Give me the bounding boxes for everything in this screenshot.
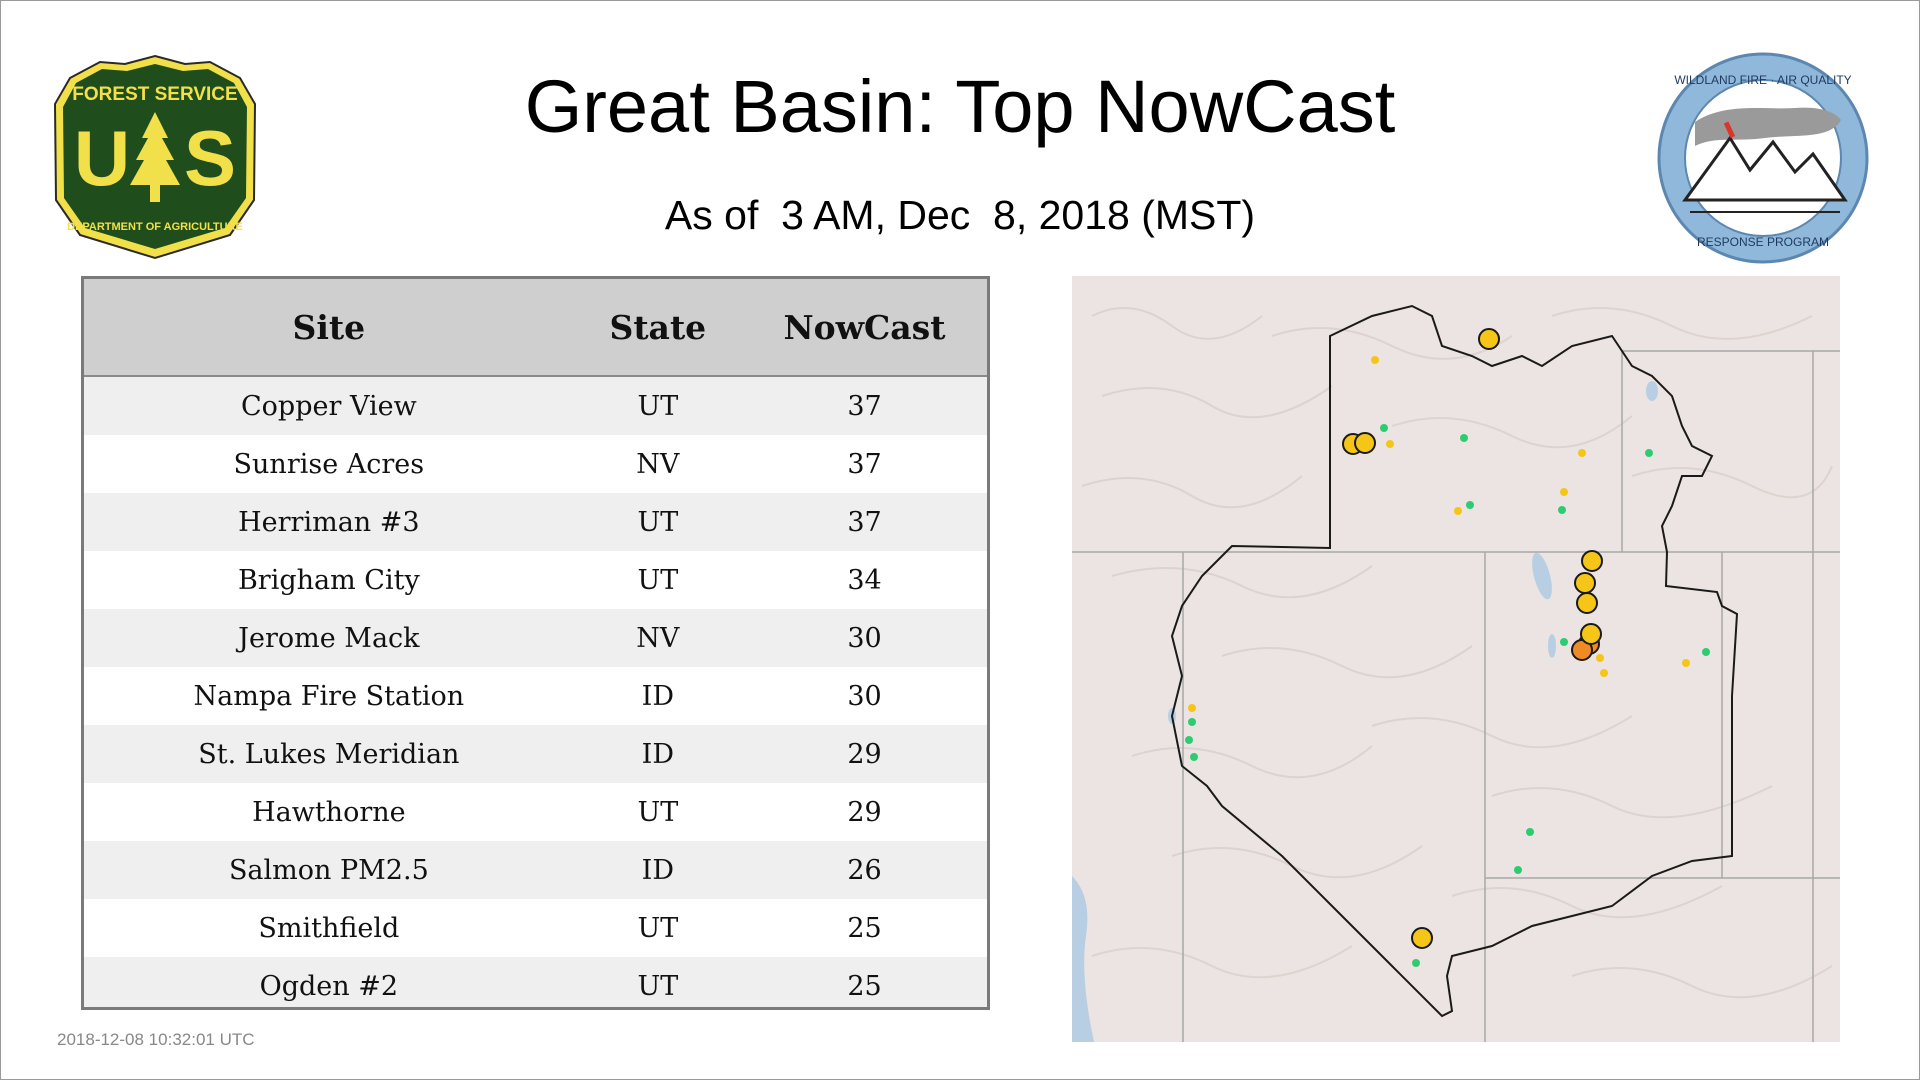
generated-timestamp: 2018-12-08 10:32:01 UTC [57,1030,255,1049]
cell-state: UT [573,957,742,1007]
table-row: Jerome Mack NV 30 [84,609,987,667]
cell-site: Jerome Mack [84,609,574,667]
svg-text:RESPONSE PROGRAM: RESPONSE PROGRAM [1697,235,1829,249]
cell-nowcast: 34 [741,551,987,609]
great-basin-map [1072,276,1840,1042]
table-row: Copper View UT 37 [84,376,987,435]
table-row: Ogden #2 UT 25 [84,957,987,1007]
page-title: Great Basin: Top NowCast [524,65,1396,148]
cell-state: UT [573,551,742,609]
table-row: Nampa Fire Station ID 30 [84,667,987,725]
cell-site: Copper View [84,376,574,435]
cell-site: Salmon PM2.5 [84,841,574,899]
table-row: Hawthorne UT 29 [84,783,987,841]
cell-nowcast: 29 [741,725,987,783]
cell-site: Brigham City [84,551,574,609]
wildland-fire-logo: WILDLAND FIRE · AIR QUALITY RESPONSE PRO… [1655,50,1871,266]
cell-site: St. Lukes Meridian [84,725,574,783]
cell-nowcast: 29 [741,783,987,841]
cell-state: UT [573,493,742,551]
cell-nowcast: 37 [741,493,987,551]
cell-site: Herriman #3 [84,493,574,551]
cell-nowcast: 37 [741,435,987,493]
nowcast-table: Site State NowCast Copper View UT 37 Sunri… [81,276,990,1010]
cell-nowcast: 37 [741,376,987,435]
cell-site: Hawthorne [84,783,574,841]
column-header-site: Site [84,279,574,377]
cell-site: Sunrise Acres [84,435,574,493]
cell-nowcast: 26 [741,841,987,899]
column-header-nowcast: NowCast [741,279,987,377]
page-subtitle: As of 3 AM, Dec 8, 2018 (MST) [664,192,1256,238]
table-row: Brigham City UT 34 [84,551,987,609]
cell-state: UT [573,899,742,957]
table-row: Sunrise Acres NV 37 [84,435,987,493]
cell-state: UT [573,783,742,841]
table-row: St. Lukes Meridian ID 29 [84,725,987,783]
cell-nowcast: 30 [741,609,987,667]
svg-text:FOREST SERVICE: FOREST SERVICE [72,84,237,105]
cell-state: NV [573,435,742,493]
cell-nowcast: 25 [741,957,987,1007]
cell-nowcast: 30 [741,667,987,725]
cell-state: UT [573,376,742,435]
column-header-state: State [573,279,742,377]
cell-state: ID [573,667,742,725]
cell-site: Smithfield [84,899,574,957]
cell-site: Ogden #2 [84,957,574,1007]
svg-text:U: U [74,114,130,202]
cell-site: Nampa Fire Station [84,667,574,725]
svg-text:DEPARTMENT OF AGRICULTURE: DEPARTMENT OF AGRICULTURE [67,221,243,233]
table-row: Salmon PM2.5 ID 26 [84,841,987,899]
cell-nowcast: 25 [741,899,987,957]
table-row: Herriman #3 UT 37 [84,493,987,551]
forest-service-logo: FOREST SERVICE U S DEPARTMENT OF AGRICUL… [50,50,260,260]
cell-state: ID [573,725,742,783]
svg-text:S: S [184,114,236,202]
table-header-row: Site State NowCast [84,279,987,377]
cell-state: ID [573,841,742,899]
table-row: Smithfield UT 25 [84,899,987,957]
cell-state: NV [573,609,742,667]
svg-text:WILDLAND FIRE · AIR QUALITY: WILDLAND FIRE · AIR QUALITY [1674,73,1851,87]
